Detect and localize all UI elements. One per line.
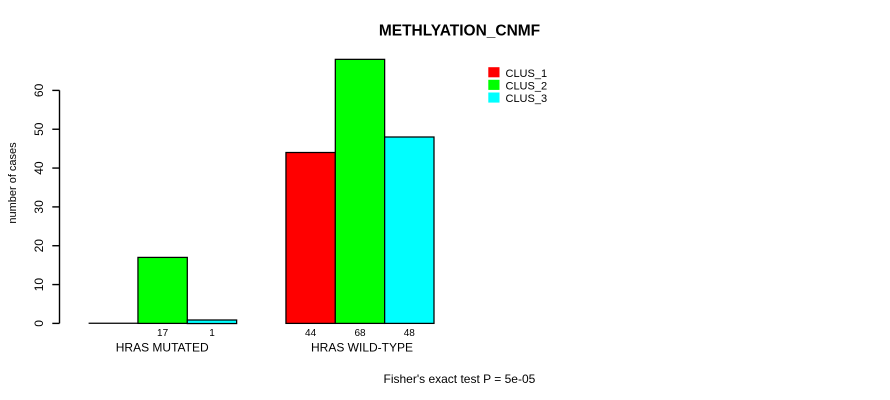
svg-text:20: 20 xyxy=(32,239,46,253)
svg-text:number of cases: number of cases xyxy=(7,142,19,224)
svg-text:44: 44 xyxy=(305,328,317,339)
svg-text:Fisher's exact test P = 5e-05: Fisher's exact test P = 5e-05 xyxy=(383,372,535,386)
svg-text:1: 1 xyxy=(209,328,215,339)
svg-text:48: 48 xyxy=(404,328,416,339)
svg-text:17: 17 xyxy=(157,328,169,339)
svg-text:10: 10 xyxy=(32,278,46,292)
svg-text:CLUS_1: CLUS_1 xyxy=(506,68,548,80)
svg-text:40: 40 xyxy=(32,161,46,175)
svg-text:HRAS WILD-TYPE: HRAS WILD-TYPE xyxy=(311,341,413,355)
svg-text:METHLYATION_CNMF: METHLYATION_CNMF xyxy=(379,22,540,39)
svg-text:CLUS_3: CLUS_3 xyxy=(506,93,548,105)
svg-text:CLUS_2: CLUS_2 xyxy=(506,81,548,93)
svg-text:60: 60 xyxy=(32,83,46,97)
svg-text:68: 68 xyxy=(354,328,366,339)
svg-text:HRAS MUTATED: HRAS MUTATED xyxy=(116,341,209,355)
svg-text:50: 50 xyxy=(32,122,46,136)
svg-text:30: 30 xyxy=(32,200,46,214)
svg-text:0: 0 xyxy=(32,320,46,327)
